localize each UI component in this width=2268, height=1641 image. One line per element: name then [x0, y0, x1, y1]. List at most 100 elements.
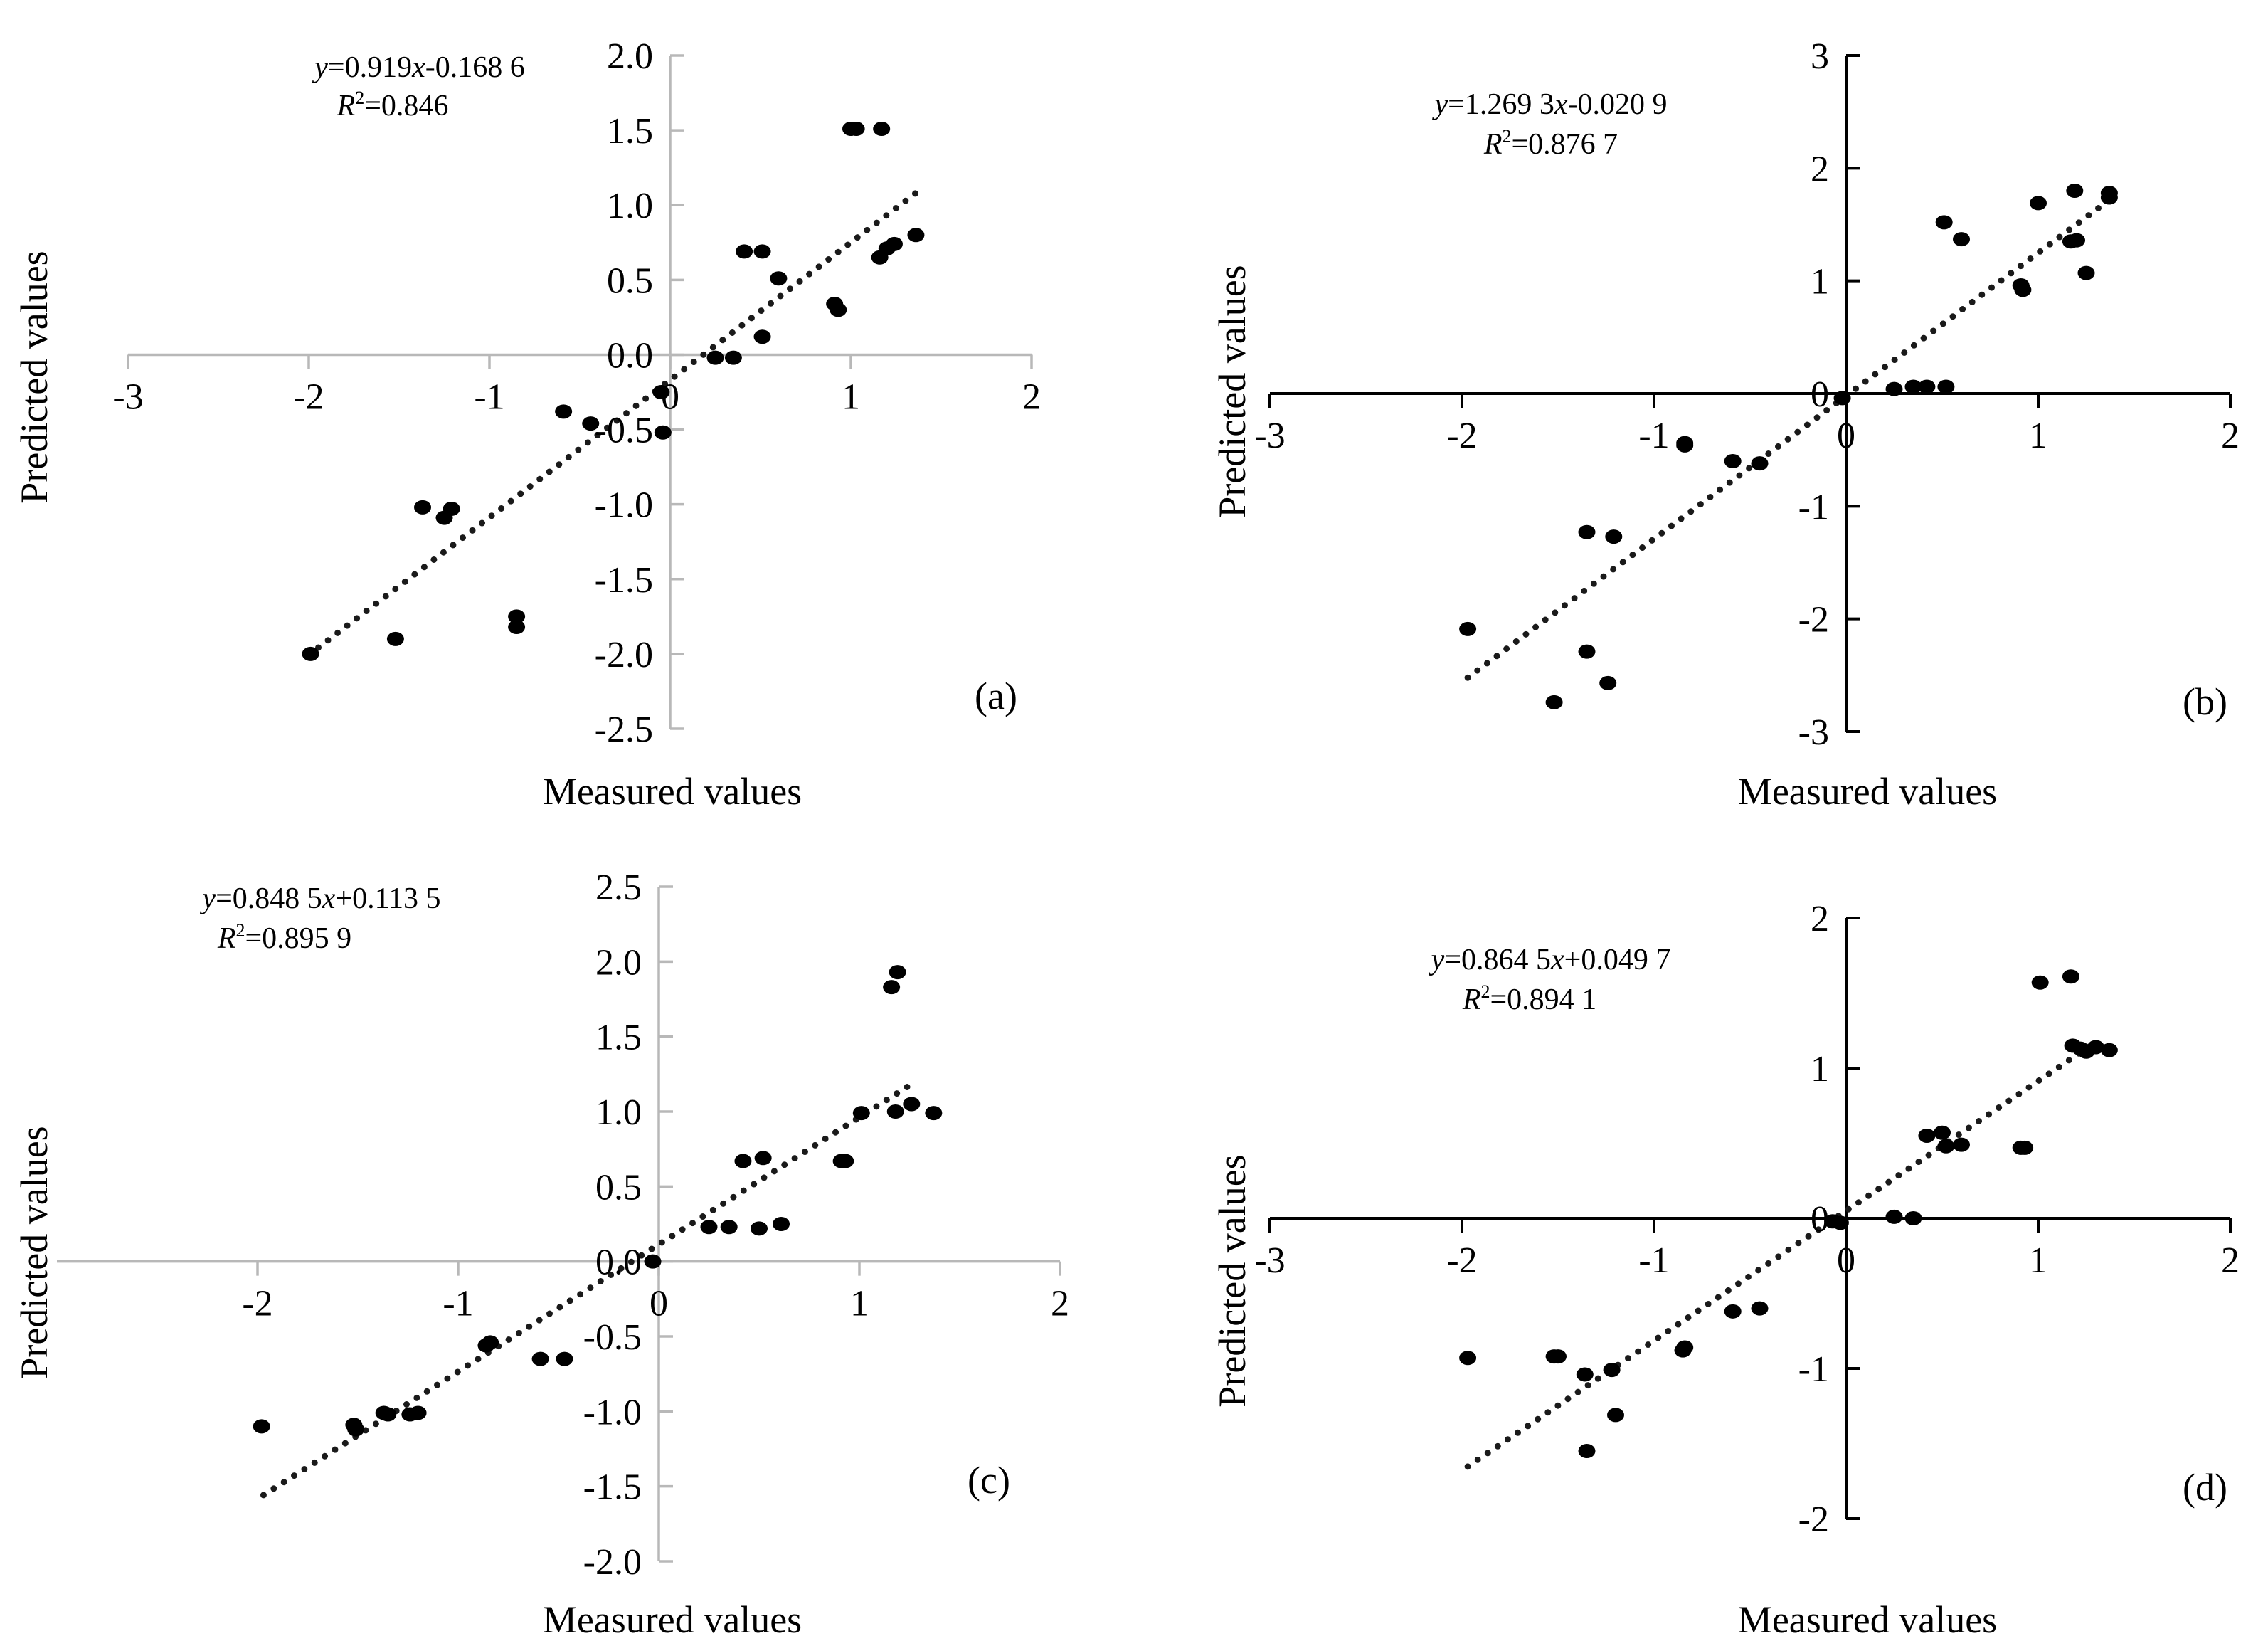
panel-b-point: [1937, 379, 1955, 394]
panel-d-point: [2031, 975, 2049, 990]
panel-c-ytick-label: 2.0: [595, 942, 642, 983]
panel-a-point: [386, 631, 404, 646]
panel-b-xtick-label: -2: [1446, 416, 1477, 456]
panel-b-ytick-label: -2: [1798, 600, 1829, 640]
panel-a-point: [847, 122, 865, 137]
panel-d-label: (d): [2183, 1466, 2227, 1509]
panel-c-point: [556, 1351, 573, 1366]
panel-b-xtick-label: 2: [2221, 416, 2240, 456]
panel-a-xtick-label: -3: [112, 376, 143, 417]
panel-d-trendline-group: [1464, 1041, 2096, 1470]
panel-b-ytick-label: 0: [1811, 374, 1829, 415]
panel-d-point: [2100, 1043, 2118, 1057]
panel-b-equation: y=1.269 3x-0.020 9: [1432, 88, 1668, 121]
panel-c-ytick-label: 1.5: [595, 1018, 642, 1058]
panel-a-axes: [127, 54, 1033, 730]
panel-b-trendline: [1464, 195, 2115, 681]
panel-d-xtick-label: -1: [1638, 1240, 1669, 1281]
panel-a-point: [907, 228, 925, 243]
panel-c-point: [883, 980, 901, 995]
panel-b-label: (b): [2183, 680, 2227, 723]
panel-a-point: [770, 271, 788, 286]
panel-b-xtick-label: -3: [1254, 416, 1285, 456]
panel-d-point: [1607, 1408, 1624, 1423]
panel-d-point: [1934, 1125, 1951, 1140]
panel-c-ytick-label: -1.0: [583, 1392, 642, 1432]
panel-a-xtick-label: 1: [842, 376, 860, 417]
panel-a-point: [508, 609, 526, 624]
panel-a-xtick-label: -1: [474, 376, 504, 417]
panel-a-ytick-label: -1.0: [595, 485, 653, 526]
panel-d-point: [1549, 1349, 1567, 1364]
panel-d-xtick-label: 0: [1837, 1240, 1855, 1281]
panel-b-xlabel: Measured values: [1738, 770, 1997, 813]
panel-b-trendline-group: [1464, 195, 2115, 681]
panel-c-equation: y=0.848 5x+0.113 5: [199, 882, 440, 915]
panel-c-axes: [57, 885, 1061, 1563]
panel-c-ytick-label: -1.5: [583, 1467, 642, 1508]
panel-a-yticks: -2.5 -2.0 -1.5 -1.0 -0.5 0.0 0.5 1.0 1.5 2.0: [595, 36, 653, 750]
panel-a-point: [582, 416, 600, 431]
panel-a-point: [753, 244, 771, 259]
panel-a-label: (a): [975, 675, 1017, 717]
panel-a-point: [736, 244, 753, 259]
panel-c-points: [253, 965, 943, 1437]
panel-a-xtick-label: 2: [1022, 376, 1041, 417]
panel-b-point: [2100, 190, 2118, 205]
panel-c-label: (c): [968, 1459, 1010, 1502]
panel-b-point: [1904, 379, 1922, 394]
panel-c-xtick-label: 2: [1051, 1284, 1069, 1324]
panel-d-xtick-label: -2: [1446, 1240, 1477, 1281]
panel-d-point: [1751, 1301, 1769, 1316]
panel-b-point: [2077, 265, 2095, 280]
panel-b-xtick-label: -1: [1638, 416, 1669, 456]
panel-c-point: [700, 1220, 718, 1235]
panel-b-point: [1918, 379, 1936, 394]
panel-a-ytick-label: 2.0: [607, 36, 653, 77]
panel-a-xticks: -3 -2 -1 0 1 2: [112, 376, 1041, 417]
panel-d-trendline: [1464, 1041, 2096, 1470]
panel-a-point: [652, 385, 670, 399]
panel-a-ytick-label: 1.5: [607, 111, 653, 152]
panel-c-point: [379, 1407, 397, 1422]
panel-c-ytick-label: -0.5: [583, 1317, 642, 1358]
panel-c-point: [852, 1106, 870, 1121]
panel-b-r2: R2=0.876 7: [1483, 126, 1618, 161]
panel-b-point: [1953, 232, 1970, 247]
panel-d-ylabel: Predicted values: [1211, 1154, 1254, 1407]
panel-b-point: [1578, 644, 1596, 659]
panel-c-ytick-label: 0.0: [595, 1242, 642, 1283]
panel-d-axes: [1268, 917, 2232, 1520]
panel-b-ytick-label: 3: [1811, 36, 1829, 77]
panel-b-ylabel: Predicted values: [1211, 265, 1254, 517]
panel-a-ytick-label: 0.0: [607, 335, 653, 376]
panel-b-point: [1676, 438, 1694, 453]
panel-a-equation: y=0.919x-0.168 6: [312, 51, 525, 84]
panel-b-xticks: -3 -2 -1 0 1 2: [1254, 416, 2240, 456]
panel-a-ytick-label: -2.5: [595, 709, 653, 750]
panel-c-point: [837, 1154, 854, 1168]
panel-d-point: [1578, 1444, 1596, 1459]
panel-d-r2: R2=0.894 1: [1462, 981, 1596, 1016]
panel-d: -3 -2 -1 0 1 2 -2 -1 0 1 2 y=0.864 5x+0.049 7 R2=…: [1211, 899, 2240, 1641]
panel-b-point: [2014, 283, 2032, 297]
panel-d-equation: y=0.864 5x+0.049 7: [1429, 944, 1671, 976]
panel-a-point: [706, 350, 724, 365]
panel-c-point: [751, 1221, 768, 1236]
panel-c-xtick-label: 0: [650, 1284, 668, 1324]
panel-c-xlabel: Measured values: [543, 1598, 802, 1641]
panel-d-point: [1904, 1211, 1922, 1225]
panel-c-point: [925, 1106, 943, 1121]
panel-b-point: [2030, 196, 2047, 211]
panel-a-ytick-label: 1.0: [607, 186, 653, 226]
panel-a-xtick-label: 0: [661, 376, 679, 417]
panel-b-point: [2068, 233, 2085, 248]
panel-a-ytick-label: -1.5: [595, 560, 653, 601]
panel-d-ytick-label: 1: [1811, 1049, 1829, 1089]
panel-b-yticks: -3 -2 -1 0 1 2 3: [1798, 36, 1829, 753]
panel-b-point: [1459, 621, 1477, 636]
panel-b-ytick-label: -1: [1798, 487, 1829, 527]
panel-d-point: [1885, 1209, 1903, 1224]
panel-c-xtick-label: -2: [242, 1284, 272, 1324]
panel-c-ylabel: Predicted values: [13, 1126, 55, 1378]
